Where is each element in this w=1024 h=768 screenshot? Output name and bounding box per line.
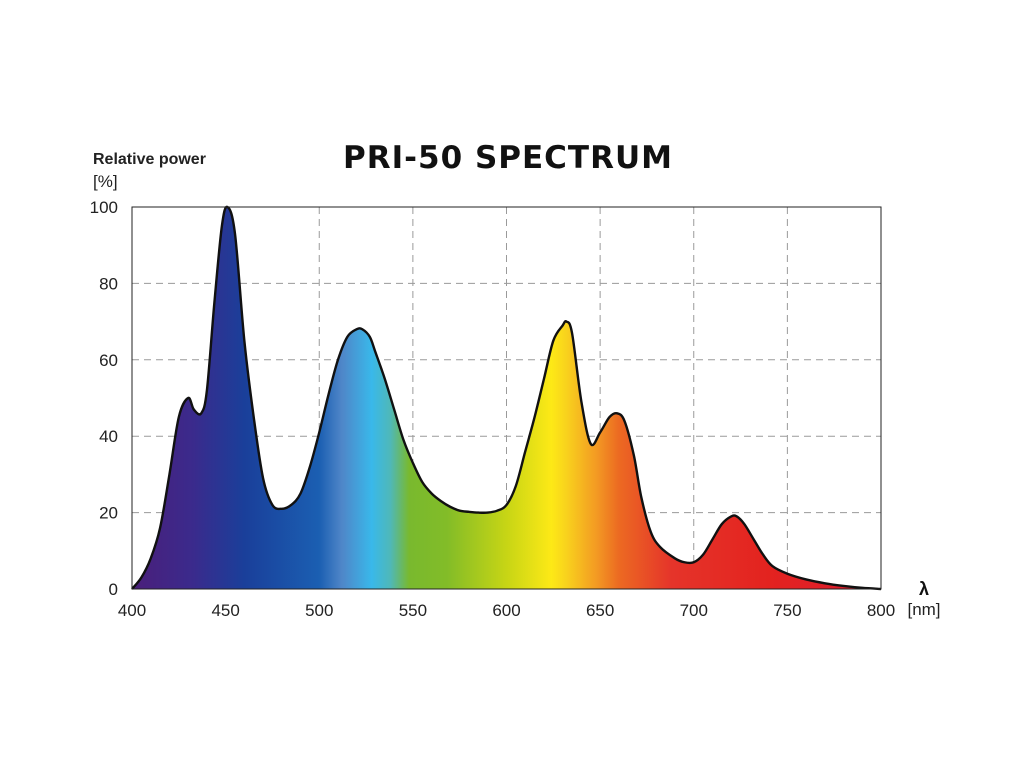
x-tick-labels: 400 450 500 550 600 650 700 750 800: [118, 601, 895, 620]
x-tick-label: 550: [399, 601, 427, 620]
y-tick-label: 80: [99, 274, 118, 293]
spectrum-curve: [131, 205, 882, 591]
x-tick-label: 500: [305, 601, 333, 620]
y-tick-label: 100: [90, 198, 118, 217]
x-tick-label: 650: [586, 601, 614, 620]
x-tick-label: 600: [492, 601, 520, 620]
plot-frame: [131, 206, 882, 590]
x-tick-label: 750: [773, 601, 801, 620]
x-axis-label: λ: [919, 579, 929, 599]
y-tick-label: 0: [109, 580, 118, 599]
y-tick-label: 40: [99, 427, 118, 446]
x-tick-label: 800: [867, 601, 895, 620]
x-tick-label: 450: [211, 601, 239, 620]
y-tick-labels: 0 20 40 60 80 100: [90, 198, 118, 599]
spectrum-area: [132, 207, 881, 589]
x-tick-label: 700: [680, 601, 708, 620]
y-tick-label: 60: [99, 351, 118, 370]
chart-title: PRI-50 SPECTRUM: [343, 140, 673, 176]
y-axis-label: Relative power: [93, 151, 206, 168]
x-tick-label: 400: [118, 601, 146, 620]
y-axis-unit: [%]: [93, 172, 118, 191]
x-axis-unit: [nm]: [907, 600, 940, 619]
y-tick-label: 20: [99, 504, 118, 523]
